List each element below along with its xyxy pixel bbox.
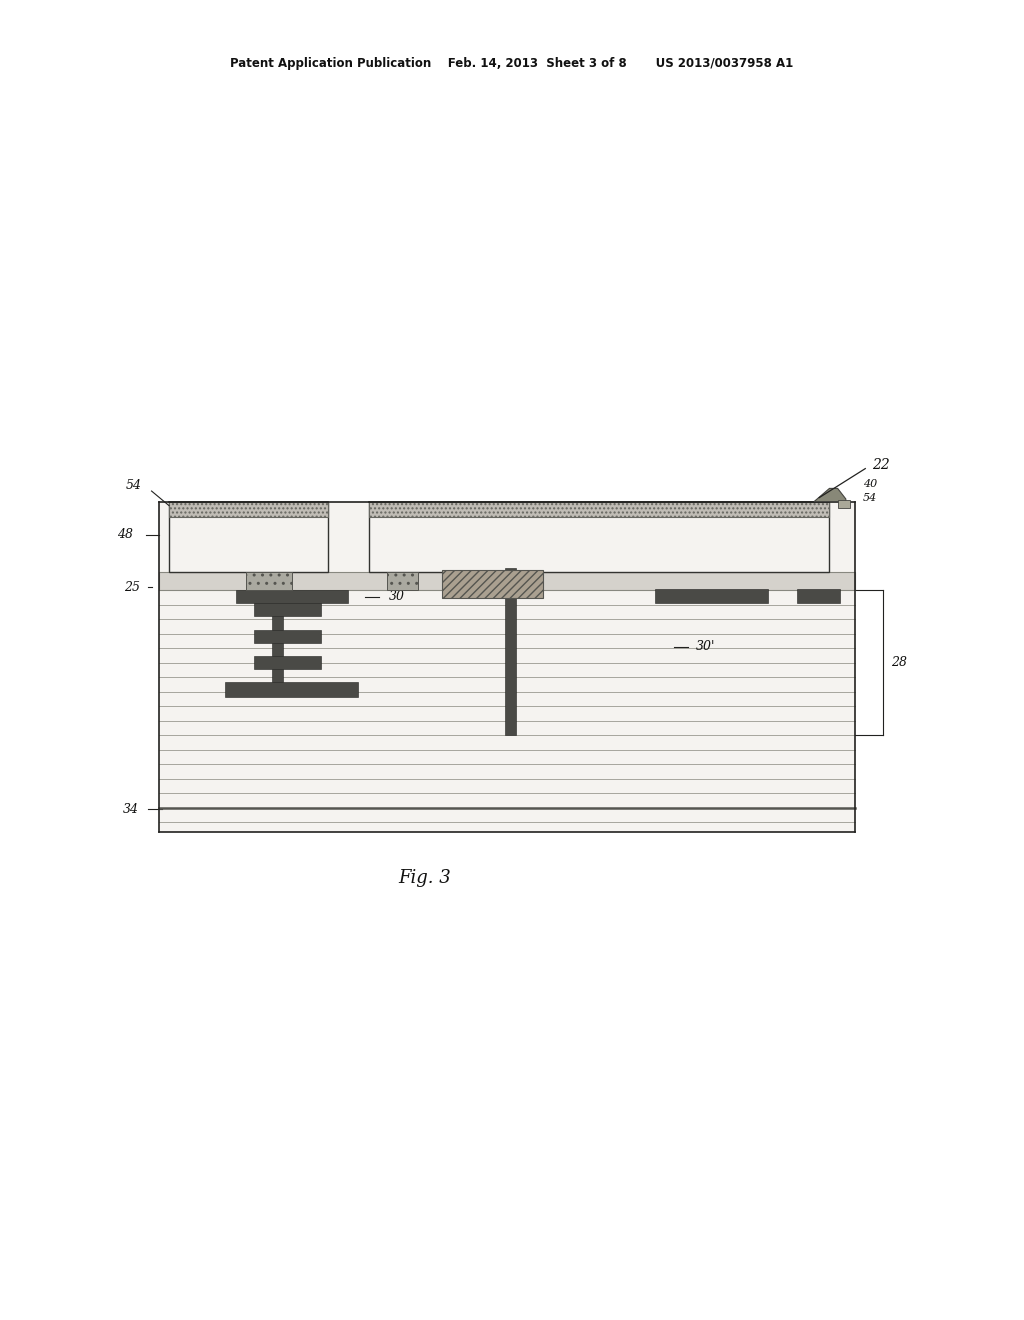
Text: 54: 54 [863, 492, 878, 503]
Text: 25: 25 [124, 581, 140, 594]
Text: 30: 30 [389, 590, 406, 603]
Bar [225, 682, 358, 697]
Text: 26: 26 [197, 537, 213, 550]
Bar [169, 502, 328, 572]
Text: 28: 28 [891, 656, 907, 669]
Bar [797, 589, 840, 603]
Bar [236, 590, 348, 603]
Bar [505, 568, 516, 735]
Bar [387, 572, 418, 590]
Bar [442, 570, 543, 598]
Bar [272, 616, 283, 630]
Text: 26: 26 [494, 553, 510, 566]
Polygon shape [814, 488, 846, 502]
Text: 22: 22 [872, 458, 890, 471]
Text: 34: 34 [123, 803, 139, 816]
Text: 36: 36 [386, 553, 402, 566]
Text: 36: 36 [238, 537, 254, 550]
Bar [159, 502, 855, 832]
Bar [272, 669, 283, 682]
Bar [254, 630, 321, 643]
Text: 40: 40 [863, 479, 878, 490]
Bar [169, 502, 328, 517]
Bar [838, 500, 850, 508]
Bar [369, 502, 829, 517]
Text: Fig. 3: Fig. 3 [398, 869, 452, 887]
Text: Patent Application Publication    Feb. 14, 2013  Sheet 3 of 8       US 2013/0037: Patent Application Publication Feb. 14, … [230, 57, 794, 70]
Bar [272, 643, 283, 656]
Text: 48: 48 [117, 528, 133, 541]
Bar [254, 603, 321, 616]
Bar [159, 572, 855, 590]
Bar [246, 572, 292, 590]
Bar [254, 656, 321, 669]
Text: 30': 30' [696, 640, 716, 653]
Bar [369, 502, 829, 572]
Bar [655, 589, 768, 603]
Text: 24: 24 [553, 558, 569, 572]
Text: 54: 54 [125, 479, 141, 492]
